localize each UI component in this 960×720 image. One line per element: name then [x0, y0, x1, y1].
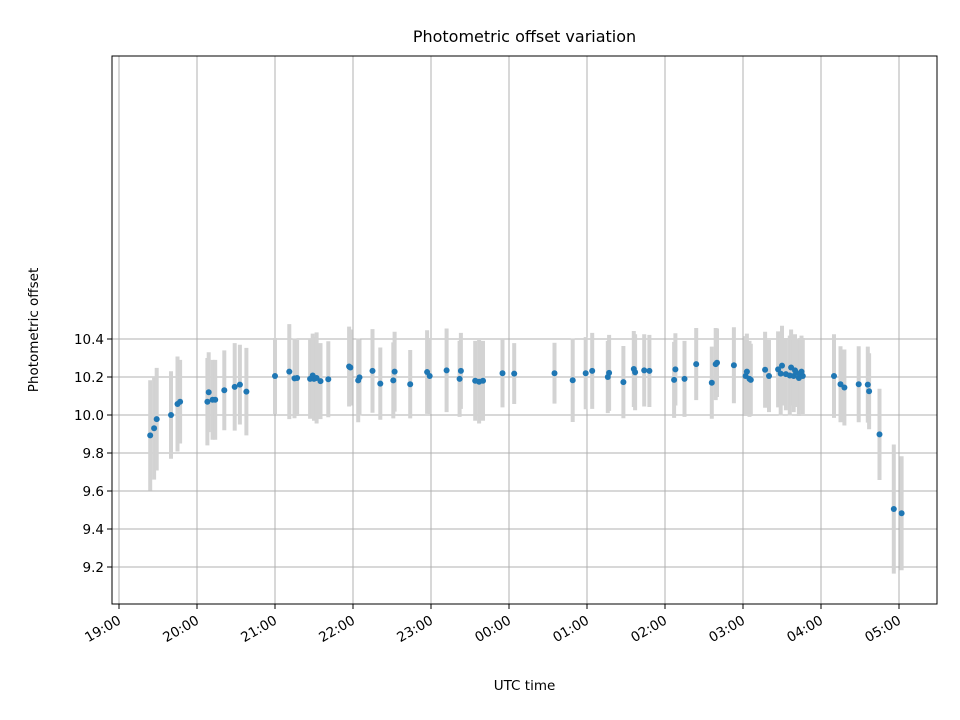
data-point	[898, 510, 905, 517]
data-point	[511, 370, 518, 377]
data-point	[151, 425, 158, 432]
data-point	[864, 381, 871, 388]
y-tick-label: 10.2	[74, 370, 104, 386]
data-point	[632, 369, 639, 376]
data-point	[212, 396, 219, 403]
data-point	[876, 431, 883, 438]
chart-title: Photometric offset variation	[413, 27, 636, 46]
data-point	[356, 374, 363, 381]
data-point	[693, 361, 700, 368]
data-point	[347, 364, 354, 371]
y-tick-label: 9.2	[83, 560, 104, 576]
data-point	[714, 359, 720, 366]
data-point	[799, 373, 806, 380]
y-tick-label: 9.6	[83, 484, 104, 500]
data-point	[294, 374, 301, 381]
y-tick-label: 10.0	[74, 408, 104, 424]
data-point	[589, 367, 596, 374]
data-point	[369, 367, 376, 374]
data-point	[377, 380, 384, 387]
data-point	[153, 416, 160, 423]
data-point	[407, 381, 414, 388]
data-point	[779, 362, 785, 369]
data-point	[681, 375, 688, 382]
data-point	[456, 375, 463, 382]
data-point	[325, 376, 332, 383]
data-point	[831, 373, 837, 380]
data-point	[168, 412, 174, 418]
data-point	[221, 387, 228, 394]
data-point	[443, 367, 450, 374]
data-point	[569, 377, 576, 384]
data-point	[231, 383, 238, 390]
data-point	[620, 379, 627, 386]
data-point	[777, 370, 784, 377]
data-point	[236, 381, 243, 388]
data-point	[177, 398, 184, 405]
data-point	[672, 366, 679, 373]
data-point	[551, 370, 558, 377]
x-axis-label: UTC time	[494, 678, 556, 694]
data-point	[205, 389, 212, 396]
data-point	[204, 398, 211, 405]
y-tick-label: 9.8	[83, 446, 104, 462]
data-point	[480, 377, 486, 384]
data-point	[243, 388, 250, 395]
data-point	[743, 368, 750, 375]
data-point	[730, 362, 737, 369]
data-point	[272, 373, 278, 380]
data-point	[499, 370, 506, 377]
data-point	[646, 367, 653, 374]
data-point	[317, 378, 324, 385]
data-point	[582, 370, 589, 377]
y-tick-label: 10.4	[74, 332, 104, 348]
data-point	[286, 368, 293, 375]
data-point	[841, 384, 848, 391]
plot-frame	[111, 55, 938, 605]
y-axis-label: Photometric offset	[26, 268, 42, 392]
data-point	[147, 432, 154, 439]
data-point	[457, 367, 464, 374]
data-point	[426, 373, 433, 380]
data-point	[708, 379, 715, 386]
data-point	[671, 376, 678, 383]
data-point	[855, 381, 862, 388]
data-point	[391, 368, 398, 375]
y-tick-label: 9.4	[83, 522, 104, 538]
data-points	[147, 359, 905, 517]
data-point	[890, 506, 897, 513]
data-point	[641, 367, 648, 374]
data-point	[390, 377, 397, 384]
data-point	[766, 373, 772, 380]
data-point	[747, 376, 754, 383]
data-point	[762, 366, 769, 373]
data-point	[606, 369, 613, 376]
data-point	[866, 388, 873, 395]
